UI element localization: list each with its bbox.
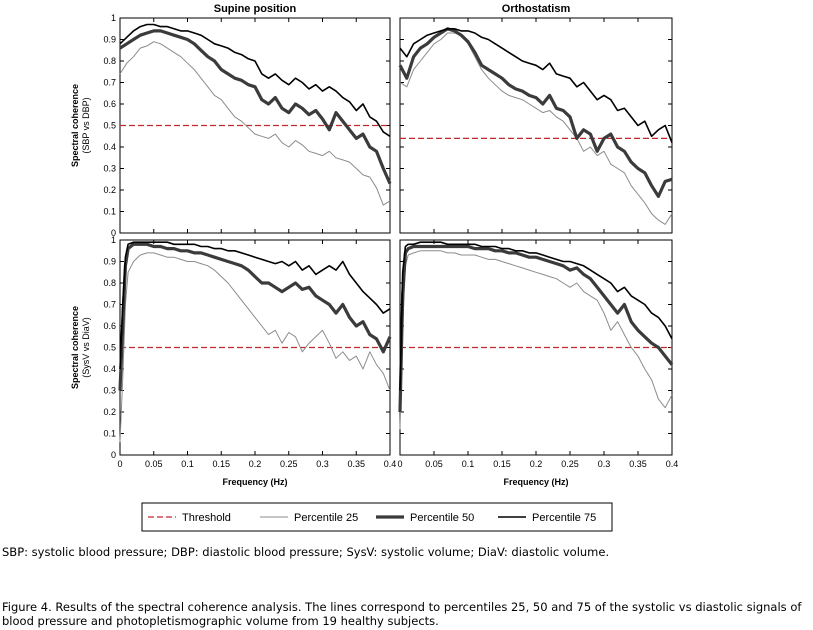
x-tick-label: 0.2	[249, 459, 262, 469]
x-axis-label: Frequency (Hz)	[503, 477, 568, 487]
figure-caption-text: Results of the spectral coherence analys…	[2, 600, 802, 628]
series-line-p75	[399, 27, 673, 143]
y-tick-label: 0.1	[103, 207, 116, 217]
x-tick-label: 0.4	[384, 459, 397, 469]
panel-title: Supine position	[214, 3, 297, 15]
series-line-p75	[119, 241, 391, 370]
x-tick-label: 0.25	[280, 459, 298, 469]
x-tick-label: 0.3	[598, 459, 611, 469]
x-tick-label: 0.15	[212, 459, 230, 469]
y-tick-label: 0.4	[103, 142, 116, 152]
x-tick-label: 0.15	[493, 459, 511, 469]
y-tick-label: 0.3	[103, 386, 116, 396]
panel-top-left: 0 0.1 0.2 0.3 0.4 0.5 0.6 0.7 0.8 0.9 1 Supine posi…	[70, 3, 392, 238]
figure-caption: Figure 4. Results of the spectral cohere…	[2, 600, 812, 628]
series-line-p25	[399, 32, 673, 225]
abbreviations-caption: SBP: systolic blood pressure; DBP: diast…	[2, 545, 610, 559]
y-axis-label: Spectral coherence	[70, 306, 80, 389]
legend-label: Percentile 50	[410, 512, 474, 524]
y-tick-label: 0.2	[103, 407, 116, 417]
x-tick-label: 0.35	[629, 459, 647, 469]
y-tick-label: 0.4	[103, 364, 116, 374]
y-axis-sublabel: (SysV vs DiaV)	[81, 317, 91, 378]
x-tick-label: 0.35	[347, 459, 365, 469]
y-tick-label: 0.5	[103, 121, 116, 131]
panel-bottom-left: 0 0.05 0.1 0.15 0.2 0.25 0.3 0.35 0.4 0 0.1 0.2 0.3 0…	[70, 235, 396, 487]
x-tick-label: 0	[397, 459, 402, 469]
coherence-figure: 0 0.1 0.2 0.3 0.4 0.5 0.6 0.7 0.8 0.9 1 Supine posi…	[70, 3, 679, 532]
panel-top-right: Orthostatism	[398, 3, 673, 234]
series-line-p50	[398, 244, 674, 413]
x-tick-label: 0.4	[666, 459, 679, 469]
y-tick-label: 0	[111, 228, 116, 238]
y-tick-label: 0.7	[103, 78, 116, 88]
y-tick-label: 0.2	[103, 185, 116, 195]
x-tick-label: 0.1	[181, 459, 194, 469]
y-tick-label: 0.1	[103, 429, 116, 439]
x-tick-label: 0.3	[316, 459, 329, 469]
series-line-p50	[119, 29, 392, 185]
axes-frame	[399, 17, 673, 234]
series-line-p25	[119, 252, 391, 443]
x-tick-label: 0.05	[145, 459, 163, 469]
panel-bottom-right: 0 0.05 0.1 0.15 0.2 0.25 0.3 0.35 0.4 Frequency (…	[397, 239, 679, 487]
y-axis-sublabel: (SBP vs DBP)	[81, 97, 91, 153]
y-tick-label: 0.8	[103, 56, 116, 66]
legend: Threshold Percentile 25 Percentile 50 Perce…	[141, 502, 613, 532]
figure-label: Figure 4.	[2, 600, 52, 614]
x-tick-label: 0.05	[425, 459, 443, 469]
y-tick-label: 0	[111, 450, 116, 460]
y-tick-label: 1	[111, 235, 116, 245]
y-tick-label: 0.6	[103, 99, 116, 109]
x-tick-label: 0.25	[561, 459, 579, 469]
series-line-p25	[399, 250, 673, 430]
series-line-p50	[118, 242, 392, 391]
series-line-p75	[399, 241, 673, 391]
x-axis-label: Frequency (Hz)	[222, 477, 287, 487]
legend-label: Percentile 25	[294, 512, 358, 524]
y-tick-label: 0.5	[103, 343, 116, 353]
series-line-p75	[119, 23, 391, 137]
legend-label: Threshold	[182, 512, 231, 524]
y-tick-label: 0.3	[103, 164, 116, 174]
y-tick-label: 0.8	[103, 278, 116, 288]
series-line-p25	[119, 41, 391, 206]
x-tick-label: 0.2	[530, 459, 543, 469]
legend-label: Percentile 75	[532, 512, 596, 524]
x-tick-label: 0.1	[462, 459, 475, 469]
y-tick-label: 0.9	[103, 257, 116, 267]
y-tick-label: 0.9	[103, 35, 116, 45]
y-tick-label: 1	[111, 13, 116, 23]
y-tick-label: 0.7	[103, 300, 116, 310]
y-tick-label: 0.6	[103, 321, 116, 331]
x-tick-label: 0	[117, 459, 122, 469]
panel-title: Orthostatism	[502, 3, 571, 15]
y-axis-label: Spectral coherence	[70, 84, 80, 167]
